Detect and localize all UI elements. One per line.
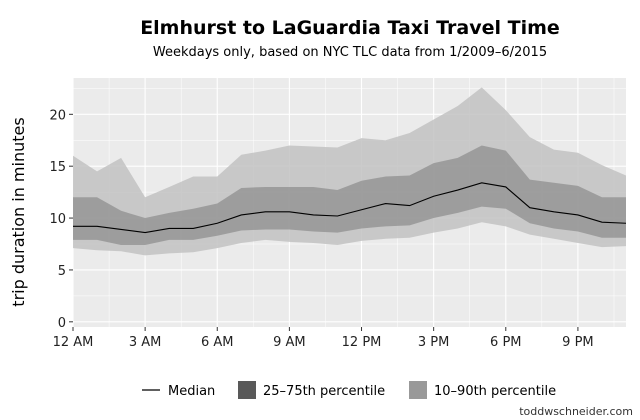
y-axis-title: trip duration in minutes: [9, 117, 28, 306]
y-tick-label: 0: [58, 316, 66, 331]
x-tick-label: 9 PM: [562, 335, 593, 350]
legend-iqr-swatch: [238, 381, 256, 399]
legend-iqr-label: 25–75th percentile: [263, 384, 385, 399]
x-tick-label: 6 PM: [490, 335, 521, 350]
chart-subtitle: Weekdays only, based on NYC TLC data fro…: [153, 45, 547, 60]
y-tick-label: 5: [58, 264, 66, 279]
legend-median-label: Median: [168, 384, 215, 399]
x-tick-label: 6 AM: [201, 335, 234, 350]
x-tick-label: 3 AM: [129, 335, 162, 350]
x-axis-ticks: 12 AM 3 AM 6 AM 9 AM 12 PM 3 PM 6 PM 9 PM: [53, 327, 594, 350]
y-tick-label: 10: [49, 212, 66, 227]
x-tick-label: 12 AM: [53, 335, 94, 350]
legend-p1090-label: 10–90th percentile: [434, 384, 556, 399]
median-line: [73, 182, 627, 234]
median-layer: [73, 182, 627, 234]
credit-text: toddwschneider.com: [519, 405, 633, 418]
legend-p1090-swatch: [409, 381, 427, 399]
y-axis-ticks: 0 5 10 15 20: [49, 108, 73, 331]
y-tick-label: 15: [49, 160, 66, 175]
chart-title: Elmhurst to LaGuardia Taxi Travel Time: [140, 17, 560, 39]
band-25-75-percentile: [73, 145, 626, 246]
x-tick-label: 9 AM: [273, 335, 306, 350]
y-tick-label: 20: [49, 108, 66, 123]
percentile-bands: [73, 87, 626, 256]
legend: Median 25–75th percentile 10–90th percen…: [142, 381, 556, 399]
x-tick-label: 3 PM: [418, 335, 449, 350]
x-tick-label: 12 PM: [342, 335, 382, 350]
